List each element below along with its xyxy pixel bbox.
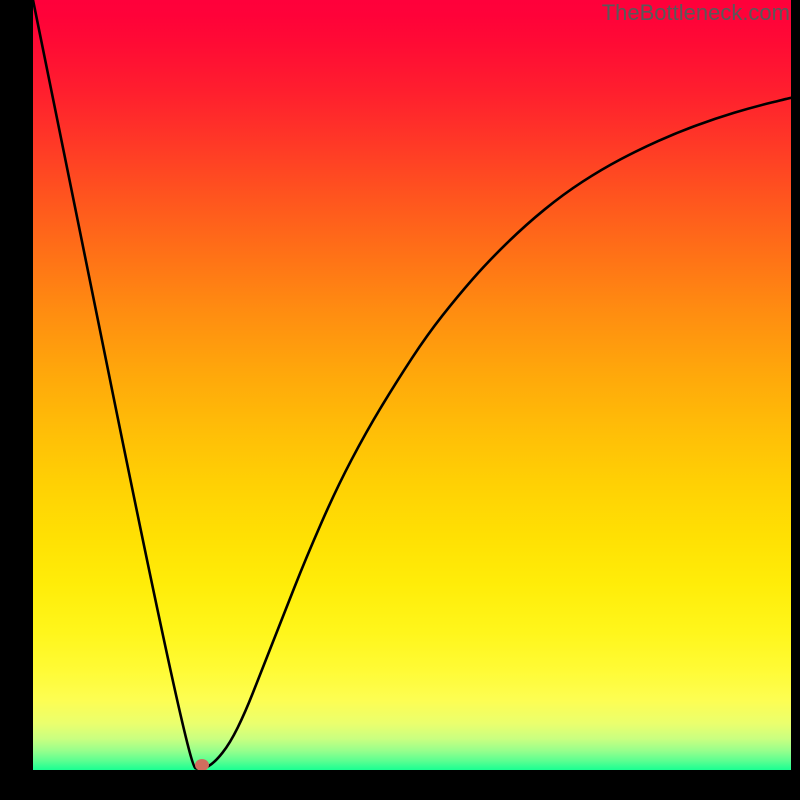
frame-left [0,0,33,800]
frame-right [791,0,800,800]
watermark-text: TheBottleneck.com [602,0,790,26]
gradient-background [33,0,791,770]
frame-bottom [0,770,800,800]
chart-plot-area [33,0,791,770]
